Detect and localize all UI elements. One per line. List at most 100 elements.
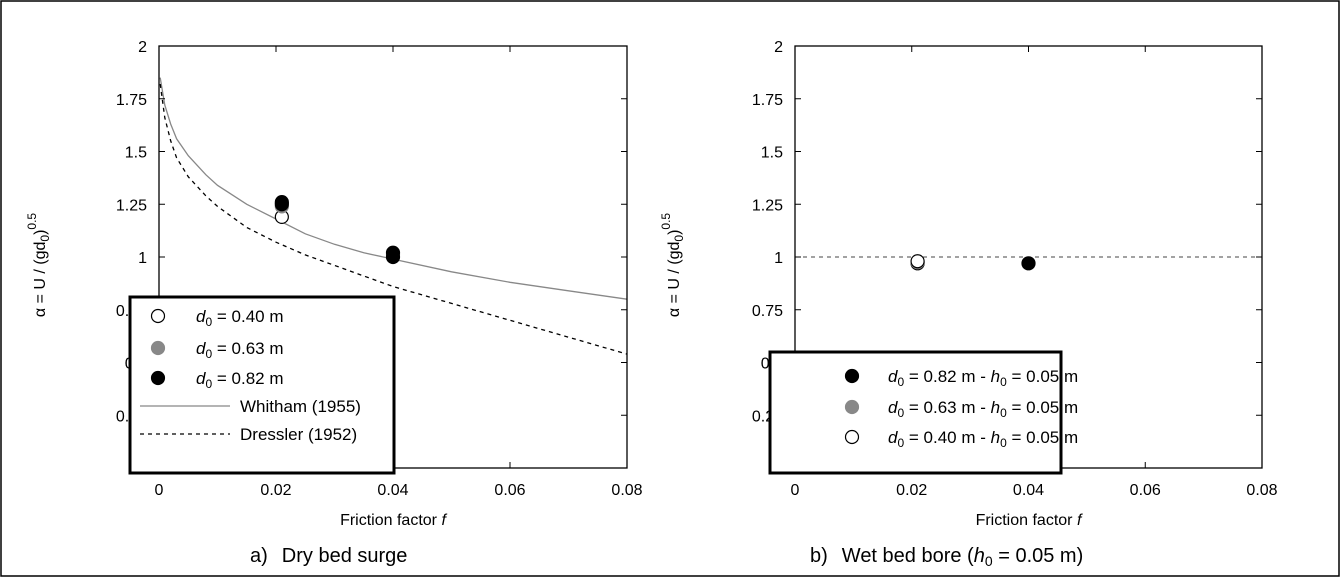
data-point [274, 197, 289, 212]
y-tick-label: 1.5 [125, 145, 147, 162]
text-span: h [991, 428, 1000, 447]
text-span: = 0.40 m [212, 307, 283, 326]
legend-label: d0 = 0.82 m [196, 369, 284, 391]
legend-label: Whitham (1955) [240, 397, 361, 416]
legend-marker [150, 308, 166, 324]
text-span: = 0.05 m [1007, 428, 1078, 447]
text-span: ) [32, 230, 49, 235]
text-span: Wet bed bore ( [842, 545, 974, 567]
text-span: h [991, 398, 1000, 417]
text-span: = 0.05 m [1007, 367, 1078, 386]
text-span: 0 [205, 377, 212, 391]
x-tick-label: 0 [791, 482, 800, 499]
x-axis-label: Friction factor f [340, 512, 447, 529]
text-span: = 0.82 m - [904, 367, 990, 386]
y-tick-label: 1.75 [116, 92, 147, 109]
panel-caption: a) Dry bed surge [250, 545, 407, 567]
x-tick-label: 0 [155, 482, 164, 499]
panel-caption: b) Wet bed bore (h0 = 0.05 m) [810, 545, 1083, 569]
text-span: 0 [38, 235, 52, 242]
text-span: f [441, 512, 447, 529]
x-tick-label: 0.02 [260, 482, 291, 499]
legend-label: d0 = 0.40 m - h0 = 0.05 m [888, 428, 1078, 450]
data-point [1021, 256, 1036, 271]
text-span: f [1077, 512, 1083, 529]
y-tick-label: 1.25 [116, 197, 147, 214]
text-span: = 0.63 m [212, 339, 283, 358]
text-span: h [974, 545, 985, 567]
text-span: d [888, 398, 898, 417]
y-tick-label: 2 [774, 39, 783, 56]
legend-box [128, 295, 396, 475]
y-axis-label: α = U / (gd0)0.5 [659, 213, 686, 318]
text-span: Friction factor [340, 512, 438, 529]
y-tick-label: 1.5 [761, 145, 783, 162]
x-tick-label: 0.08 [611, 482, 642, 499]
y-axis-label: α = U / (gd0)0.5 [25, 213, 52, 318]
text-span: 0 [897, 436, 904, 450]
y-tick-label: 1.75 [752, 92, 783, 109]
curve-dressler [159, 83, 627, 355]
x-tick-label: 0.08 [1246, 482, 1277, 499]
text-span: 0 [985, 553, 993, 569]
legend-marker [844, 399, 860, 415]
text-span: = 0.05 m) [993, 545, 1084, 567]
x-tick-label: 0.04 [1013, 482, 1044, 499]
y-tick-label: 1.25 [752, 197, 783, 214]
legend-marker [150, 340, 166, 356]
x-tick-label: 0.04 [377, 482, 408, 499]
text-span: Friction factor [976, 512, 1074, 529]
data-point [385, 249, 401, 265]
legend-label: d0 = 0.82 m - h0 = 0.05 m [888, 367, 1078, 389]
curve-whitham [159, 77, 627, 300]
text-span: a) [250, 545, 268, 567]
text-span: α = U / (gd [666, 242, 683, 318]
text-span: h [991, 367, 1000, 386]
text-span: = 0.40 m - [904, 428, 990, 447]
text-span: 0 [672, 235, 686, 242]
chart-panel-a: 00.020.040.060.0800.250.50.7511.251.51.7… [25, 39, 643, 567]
legend-marker [844, 429, 860, 445]
legend-box [768, 350, 1063, 475]
text-span: 0 [1000, 375, 1007, 389]
text-span: d [196, 307, 206, 326]
text-span: = 0.63 m - [904, 398, 990, 417]
text-span: 0 [1000, 436, 1007, 450]
text-span: d [888, 367, 898, 386]
text-span: 0 [205, 315, 212, 329]
legend-label: Dressler (1952) [240, 425, 357, 444]
y-tick-label: 0.75 [752, 303, 783, 320]
legend-marker [844, 368, 860, 384]
text-span: d [196, 339, 206, 358]
text-span: ) [666, 230, 683, 235]
x-tick-label: 0.02 [896, 482, 927, 499]
text-span: = 0.82 m [212, 369, 283, 388]
x-tick-label: 0.06 [1130, 482, 1161, 499]
legend-label: d0 = 0.40 m [196, 307, 284, 329]
legend-label: d0 = 0.63 m - h0 = 0.05 m [888, 398, 1078, 420]
text-span: 0 [205, 347, 212, 361]
data-point [910, 254, 925, 269]
text-span: = 0.05 m [1007, 398, 1078, 417]
x-tick-label: 0.06 [494, 482, 525, 499]
x-axis-label: Friction factor f [976, 512, 1083, 529]
chart-panel-b: 00.020.040.060.0800.250.50.7511.251.51.7… [659, 39, 1278, 569]
text-span: 0 [897, 375, 904, 389]
y-tick-label: 1 [138, 250, 147, 267]
text-span: α = U / (gd [32, 242, 49, 318]
legend-marker [150, 370, 166, 386]
text-span: 0.5 [659, 213, 673, 230]
text-span: 0.5 [25, 213, 39, 230]
text-span: d [196, 369, 206, 388]
y-tick-label: 2 [138, 39, 147, 56]
text-span: 0 [1000, 406, 1007, 420]
y-tick-label: 1 [774, 250, 783, 267]
text-span: Dry bed surge [282, 545, 408, 567]
text-span: 0 [897, 406, 904, 420]
legend-label: d0 = 0.63 m [196, 339, 284, 361]
text-span: d [888, 428, 898, 447]
text-span: b) [810, 545, 828, 567]
